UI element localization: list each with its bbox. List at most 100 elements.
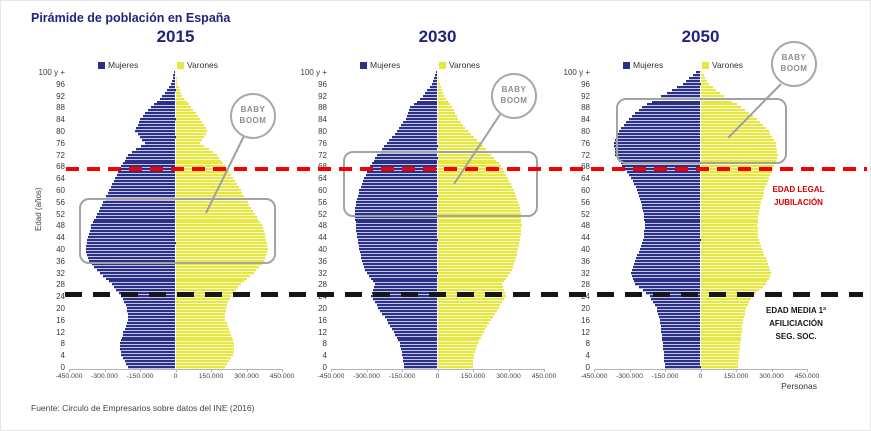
bar-women [108,280,176,284]
bar-women [355,221,438,225]
bar-women [620,162,701,166]
bar-men [175,236,266,240]
age-tick-label: 16 [581,315,590,325]
bar-women [638,194,701,198]
bar-women [370,277,438,281]
age-tick-label: 0 [585,363,590,373]
bar-women [86,250,176,254]
bar-women [616,135,701,139]
bar-men [700,315,744,319]
men-legend-swatch [177,61,184,69]
age-tick-label: 68 [287,162,327,171]
age-tick-label: 40 [318,245,327,254]
bar-women [651,100,701,104]
bar-women [433,76,438,80]
age-tick-label: 16 [56,315,65,325]
bar-men [175,94,183,98]
bar-men [437,236,521,240]
bar-women [400,345,438,349]
bar-men [700,165,775,169]
bar-men [175,318,226,322]
bar-men [700,194,763,198]
bar-men [437,286,503,290]
bar-women [630,271,701,275]
age-tick-label: 64 [581,174,590,184]
bar-women [137,132,176,136]
bar-men [700,150,778,154]
age-tick-label: 24 [56,292,65,302]
bar-men [175,183,238,187]
bar-men [175,286,239,290]
age-tick-label: 32 [56,268,65,278]
bar-women [658,312,701,316]
bar-women [356,230,438,234]
bar-women [376,304,438,308]
bar-women [118,171,176,175]
bar-men [700,321,743,325]
legend-men-label: Varones [449,60,481,70]
bar-men [700,115,753,119]
x-tick-label: 150.000 [460,373,486,380]
bar-men [437,203,520,207]
bar-women [362,262,438,266]
bar-women [695,71,701,74]
age-tick-label: 28 [56,280,65,290]
age-tick-label: 36 [318,256,327,266]
age-tick-label: 96 [581,79,590,89]
bar-women [391,135,438,139]
bar-women [85,248,176,251]
age-tick-label: 92 [318,91,327,101]
bar-women [656,307,701,310]
bar-women [662,345,701,349]
bar-women [622,165,701,169]
bar-women [126,156,176,160]
retirement-age-dashed-line [66,167,867,171]
bar-men [175,135,204,139]
bar-women [642,209,701,213]
bar-men [175,144,205,148]
bar-women [90,227,176,231]
bar-women [92,221,176,225]
bar-women [639,197,701,201]
x-axis-unit-label: Personas [781,381,817,391]
bar-men [700,186,766,189]
bar-women [660,321,701,325]
bar-men [437,318,491,322]
bar-men [175,327,230,331]
age-tick-label: 84 [318,115,327,125]
bar-women [644,227,701,231]
bar-women [137,124,176,128]
bar-men [175,121,203,125]
bar-men [700,189,765,192]
bar-men [700,159,776,163]
baby-boom-callout: BABY BOOM [230,93,276,139]
bar-women [402,354,438,358]
bar-men [437,115,457,119]
bar-women [120,339,176,343]
x-axis-tick [629,369,631,372]
bar-women [124,159,176,163]
baby-boom-callout: BABY BOOM [491,73,537,119]
baby-boom-label-line1: BABY [240,105,266,115]
bar-women [101,203,176,207]
bar-men [437,312,495,316]
bar-women [401,348,438,352]
bar-men [175,289,236,293]
bar-women [396,336,438,340]
bar-men [175,280,244,284]
bar-women [121,354,176,358]
bar-women [89,230,176,234]
bar-women [125,304,176,308]
bar-women [641,106,701,110]
bar-men [700,354,740,358]
bar-women [91,224,176,228]
bar-women [174,71,176,74]
men-legend-swatch [439,61,446,69]
age-tick-label: 60 [318,185,327,195]
bar-men [700,224,758,228]
age-tick-label: 52 [56,209,65,219]
bar-men [437,82,440,86]
bar-women [629,174,701,178]
bar-men [437,194,517,198]
bar-women [640,200,701,204]
